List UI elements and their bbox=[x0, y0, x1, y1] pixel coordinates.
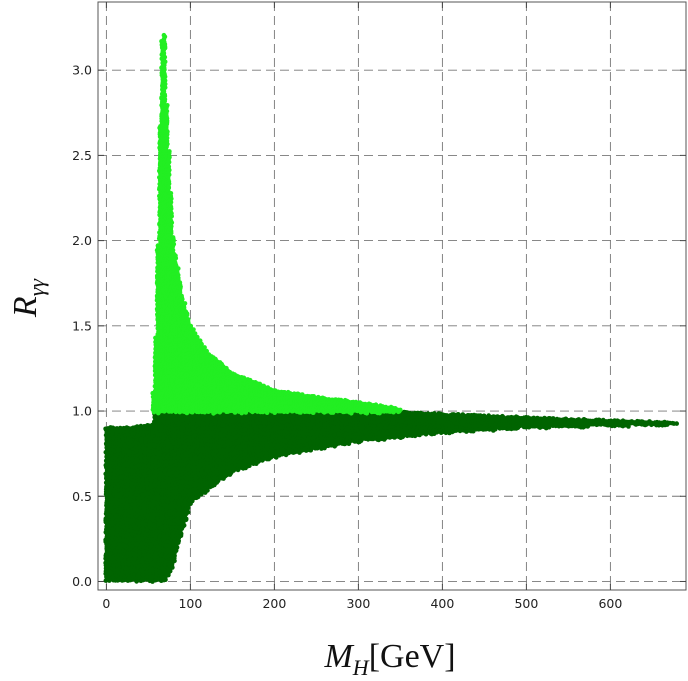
scatter-point bbox=[103, 578, 109, 583]
scatter-point bbox=[105, 506, 111, 512]
scatter-point bbox=[166, 572, 171, 578]
scatter-point bbox=[183, 517, 189, 523]
scatter-point bbox=[142, 563, 148, 569]
scatter-point bbox=[180, 524, 186, 529]
points-layer bbox=[103, 32, 679, 584]
scatter-point bbox=[185, 510, 191, 515]
scatter-point bbox=[140, 577, 146, 583]
scatter-point bbox=[163, 577, 168, 582]
scatter-point bbox=[172, 558, 177, 564]
scatter-point bbox=[173, 548, 179, 553]
scatter-point bbox=[178, 533, 184, 539]
series-1-points bbox=[103, 409, 679, 584]
scatter-point bbox=[132, 499, 137, 504]
scatter-point bbox=[176, 540, 181, 545]
scatter-point bbox=[170, 565, 175, 570]
grid-layer bbox=[98, 2, 686, 590]
